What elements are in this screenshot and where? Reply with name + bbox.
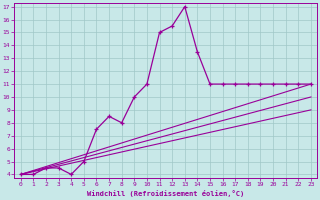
X-axis label: Windchill (Refroidissement éolien,°C): Windchill (Refroidissement éolien,°C): [87, 190, 244, 197]
